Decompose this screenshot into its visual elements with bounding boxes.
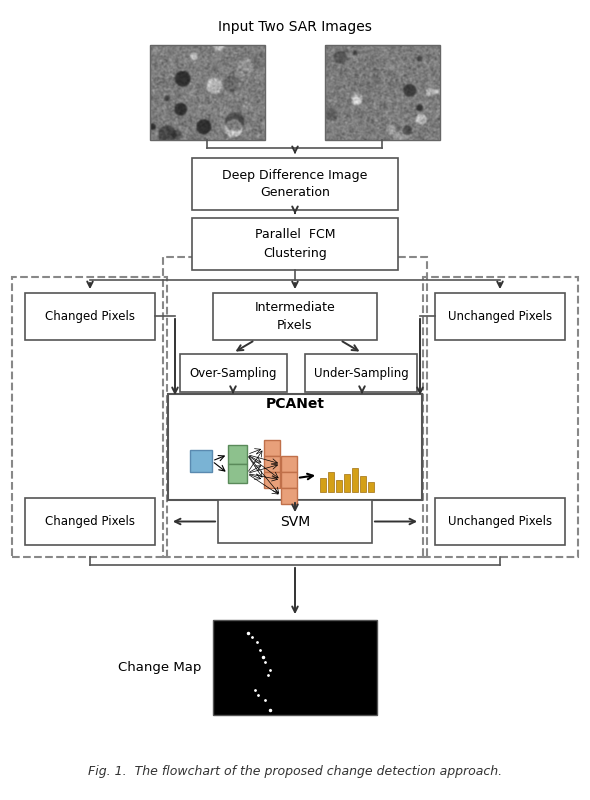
Text: Intermediate
Pixels: Intermediate Pixels bbox=[255, 301, 335, 332]
Text: Input Two SAR Images: Input Two SAR Images bbox=[218, 20, 372, 34]
Text: PCANet: PCANet bbox=[266, 397, 324, 411]
Text: Fig. 1.  The flowchart of the proposed change detection approach.: Fig. 1. The flowchart of the proposed ch… bbox=[88, 766, 502, 778]
Text: Change Map: Change Map bbox=[119, 662, 202, 674]
Bar bbox=[328, 472, 334, 492]
FancyBboxPatch shape bbox=[168, 394, 422, 500]
FancyBboxPatch shape bbox=[228, 464, 247, 483]
FancyBboxPatch shape bbox=[264, 440, 280, 456]
Bar bbox=[360, 476, 366, 492]
Text: Parallel  FCM
Clustering: Parallel FCM Clustering bbox=[255, 229, 335, 259]
Text: SVM: SVM bbox=[280, 514, 310, 529]
FancyBboxPatch shape bbox=[435, 498, 565, 545]
Bar bbox=[344, 474, 350, 492]
Bar bbox=[336, 480, 342, 492]
FancyBboxPatch shape bbox=[281, 488, 297, 504]
Bar bbox=[352, 468, 358, 492]
Bar bbox=[213, 620, 377, 715]
Text: Over-Sampling: Over-Sampling bbox=[190, 366, 277, 379]
Text: Deep Difference Image
Generation: Deep Difference Image Generation bbox=[222, 169, 368, 199]
Bar bbox=[325, 45, 440, 140]
Text: Changed Pixels: Changed Pixels bbox=[45, 310, 135, 323]
Bar bbox=[150, 45, 265, 140]
FancyBboxPatch shape bbox=[25, 293, 155, 340]
Bar bbox=[320, 478, 326, 492]
FancyBboxPatch shape bbox=[192, 158, 398, 210]
FancyBboxPatch shape bbox=[281, 456, 297, 472]
Text: Unchanged Pixels: Unchanged Pixels bbox=[448, 310, 552, 323]
FancyBboxPatch shape bbox=[264, 456, 280, 472]
Bar bbox=[368, 482, 374, 492]
FancyBboxPatch shape bbox=[264, 472, 280, 488]
FancyBboxPatch shape bbox=[435, 293, 565, 340]
FancyBboxPatch shape bbox=[228, 445, 247, 464]
Text: Unchanged Pixels: Unchanged Pixels bbox=[448, 515, 552, 528]
FancyBboxPatch shape bbox=[180, 354, 287, 392]
FancyBboxPatch shape bbox=[218, 500, 372, 543]
FancyBboxPatch shape bbox=[281, 472, 297, 488]
FancyBboxPatch shape bbox=[192, 218, 398, 270]
FancyBboxPatch shape bbox=[305, 354, 417, 392]
Text: Changed Pixels: Changed Pixels bbox=[45, 515, 135, 528]
FancyBboxPatch shape bbox=[25, 498, 155, 545]
FancyBboxPatch shape bbox=[190, 450, 212, 472]
FancyBboxPatch shape bbox=[213, 293, 377, 340]
Text: Under-Sampling: Under-Sampling bbox=[314, 366, 408, 379]
